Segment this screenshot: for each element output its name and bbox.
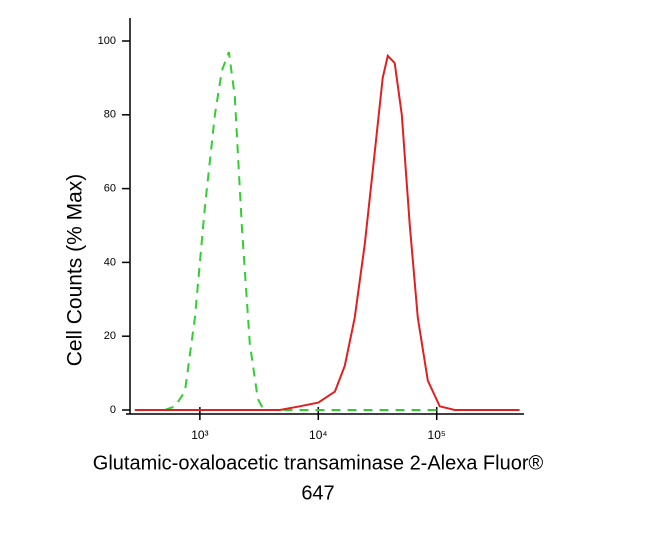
y-tick-label: 80 [104,109,116,121]
y-axis-label: Cell Counts (% Max) [64,174,87,367]
y-tick-label: 0 [110,404,116,416]
y-tick-label: 40 [104,256,116,268]
x-tick-label: 10³ [191,428,208,442]
x-tick-label: 10⁵ [428,428,446,442]
histogram-line [164,51,440,411]
y-tick-label: 20 [104,330,116,342]
y-tick-label: 60 [104,183,116,195]
y-tick-label: 100 [98,35,116,47]
x-axis-label: Glutamic-oxaloacetic transaminase 2-Alex… [93,452,544,474]
histogram-line [134,53,520,411]
x-axis-label: 647 [301,482,334,504]
x-tick-label: 10⁴ [309,428,328,442]
